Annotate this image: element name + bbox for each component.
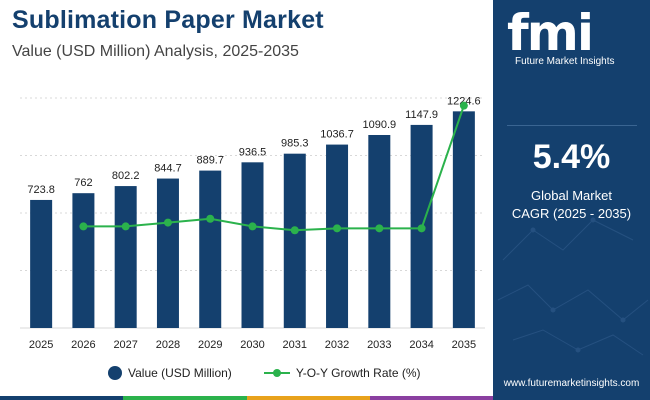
x-tick-label: 2025	[29, 339, 53, 351]
growth-point-2030	[248, 222, 257, 231]
x-tick-label: 2032	[325, 339, 349, 351]
legend-bar-swatch	[108, 366, 122, 380]
legend: Value (USD Million) Y-O-Y Growth Rate (%…	[108, 366, 421, 380]
panel-divider	[507, 125, 637, 126]
bar-2028	[156, 178, 179, 328]
growth-point-2035	[459, 101, 468, 110]
x-tick-label: 2033	[367, 339, 391, 351]
page-title: Sublimation Paper Market	[12, 6, 324, 34]
bottom-bar-seg-1	[0, 396, 124, 400]
bar-2035	[452, 111, 475, 328]
bottom-bar-seg-2	[123, 396, 247, 400]
logo-text: fmi	[507, 4, 594, 62]
legend-line-swatch	[263, 369, 290, 377]
bar-value-label: 1224.6	[447, 95, 481, 107]
side-pattern	[497, 217, 649, 356]
bar-value-label: 762	[74, 177, 92, 189]
cagr-value: 5.4%	[532, 138, 611, 176]
bottom-bar-seg-3	[246, 396, 370, 400]
growth-point-2033	[375, 224, 384, 233]
bar-value-label: 985.3	[281, 138, 309, 150]
bar-value-label: 1147.9	[405, 109, 438, 121]
bar-2027	[114, 186, 137, 328]
bar-value-label: 1036.7	[320, 129, 354, 141]
bar-value-label: 889.7	[196, 155, 224, 167]
growth-point-2034	[417, 224, 426, 233]
growth-point-2032	[333, 224, 342, 233]
bar-value-label: 936.5	[239, 146, 267, 158]
growth-point-2031	[290, 226, 299, 235]
legend-line-label: Y-O-Y Growth Rate (%)	[295, 366, 421, 380]
logo-subtitle: Future Market Insights	[515, 56, 615, 67]
growth-line	[83, 105, 465, 232]
brand-logo: fmi Future Market Insights	[493, 0, 650, 72]
cagr-label-line1: Global Market	[531, 188, 612, 203]
bar-value-label: 1090.9	[362, 119, 396, 131]
growth-point-2026	[79, 222, 88, 231]
legend-bar-label: Value (USD Million)	[128, 366, 232, 380]
side-panel: fmi Future Market Insights 5.4% Global M…	[493, 0, 650, 400]
bar-2031	[283, 153, 306, 328]
growth-point-2028	[163, 218, 172, 227]
x-tick-label: 2029	[198, 339, 222, 351]
x-tick-label: 2031	[283, 339, 307, 351]
x-tick-label: 2035	[452, 339, 476, 351]
bar-2030	[241, 162, 264, 328]
bar-value-label: 844.7	[154, 163, 182, 175]
growth-point-2029	[206, 214, 215, 223]
bar-2032	[326, 144, 349, 328]
x-tick-label: 2026	[71, 339, 95, 351]
bar-value-label: 802.2	[112, 170, 140, 182]
chart: 723.8 2025 762 2026 802.2 2027 844.7 2028 889.7 2…	[20, 95, 485, 351]
x-tick-label: 2028	[156, 339, 180, 351]
x-tick-label: 2034	[409, 339, 433, 351]
x-tick-label: 2027	[113, 339, 137, 351]
website-url: www.futuremarketinsights.com	[503, 378, 640, 389]
bar-2025	[30, 199, 53, 328]
bar-2026	[72, 193, 95, 328]
bar-value-label: 723.8	[27, 184, 55, 196]
growth-point-2027	[121, 222, 130, 231]
page-subtitle: Value (USD Million) Analysis, 2025-2035	[12, 43, 299, 60]
bottom-color-bar	[0, 396, 493, 400]
bottom-bar-seg-4	[369, 396, 493, 400]
bar-2029	[199, 170, 222, 328]
cagr-label-line2: CAGR (2025 - 2035)	[511, 206, 632, 221]
x-tick-label: 2030	[240, 339, 264, 351]
